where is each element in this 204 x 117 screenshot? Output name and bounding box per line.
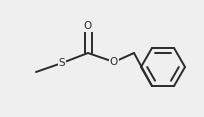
Text: O: O bbox=[84, 21, 92, 31]
Text: O: O bbox=[110, 57, 118, 67]
Text: S: S bbox=[59, 58, 65, 68]
